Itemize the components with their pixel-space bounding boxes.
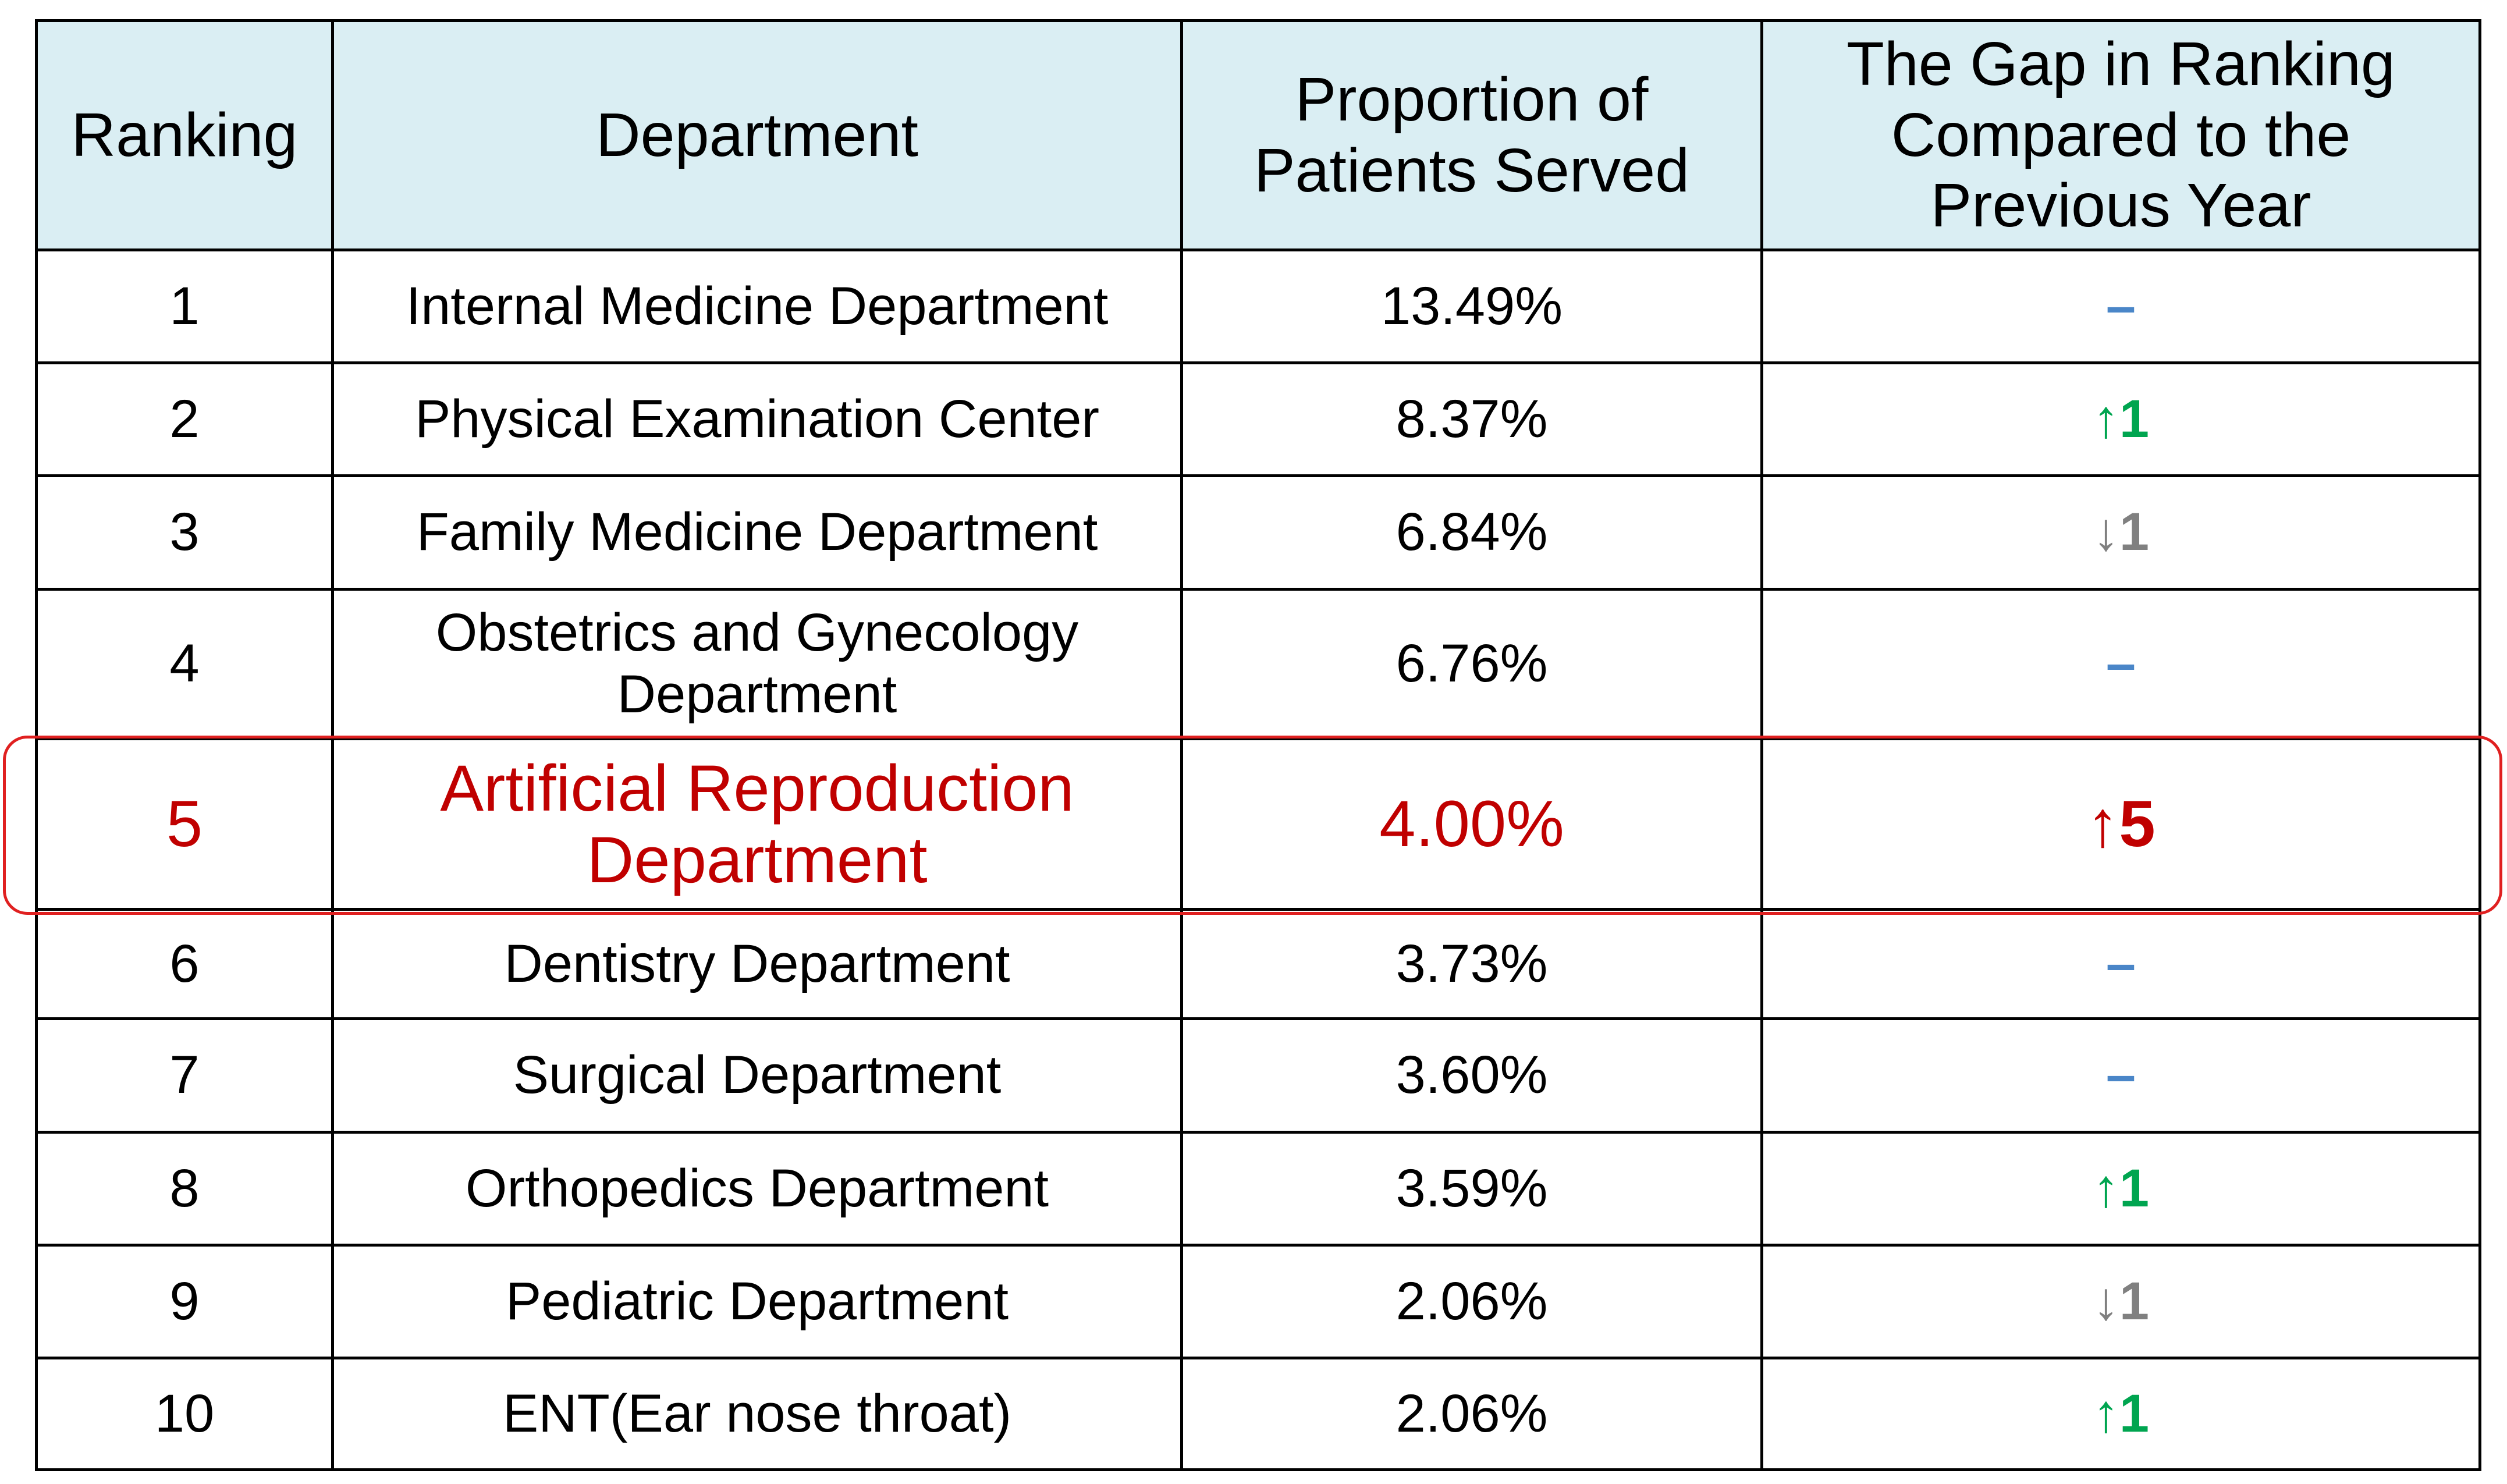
- table-row: 1 Internal Medicine Department 13.49% –: [35, 248, 2481, 364]
- department-cell: Orthopedics Department: [331, 1131, 1183, 1247]
- header-cell: Ranking: [35, 19, 334, 251]
- ranking-cell: 3: [35, 474, 334, 591]
- ranking-cell: 1: [35, 248, 334, 364]
- proportion-cell: 6.76%: [1180, 588, 1763, 740]
- table-row: 6 Dentistry Department 3.73% –: [35, 908, 2481, 1020]
- proportion-cell: 8.37%: [1180, 361, 1763, 477]
- gap-cell: –: [1760, 588, 2481, 740]
- proportion-cell: 13.49%: [1180, 248, 1763, 364]
- table-row: 7 Surgical Department 3.60% –: [35, 1017, 2481, 1134]
- table-row: 4 Obstetrics and Gynecology Department 6.7…: [35, 588, 2481, 740]
- gap-cell: –: [1760, 1017, 2481, 1134]
- department-cell: Physical Examination Center: [331, 361, 1183, 477]
- gap-cell: ↑1: [1760, 1131, 2481, 1247]
- proportion-cell: 3.60%: [1180, 1017, 1763, 1134]
- header-cell: Proportion of Patients Served: [1180, 19, 1763, 251]
- department-cell: Artificial Reproduction Department: [331, 737, 1183, 911]
- gap-cell: –: [1760, 908, 2481, 1020]
- table-row: 9 Pediatric Department 2.06% ↓1: [35, 1244, 2481, 1359]
- ranking-table: Ranking Department Proportion of Patient…: [35, 19, 2481, 1471]
- department-cell: Surgical Department: [331, 1017, 1183, 1134]
- gap-cell: –: [1760, 248, 2481, 364]
- gap-cell: ↑1: [1760, 1357, 2481, 1471]
- header-cell: Department: [331, 19, 1183, 251]
- department-cell: ENT(Ear nose throat): [331, 1357, 1183, 1471]
- table-row: 5 Artificial Reproduction Department 4.00%…: [35, 737, 2481, 911]
- department-cell: Obstetrics and Gynecology Department: [331, 588, 1183, 740]
- header-row: Ranking Department Proportion of Patient…: [35, 19, 2481, 251]
- ranking-cell: 10: [35, 1357, 334, 1471]
- ranking-cell: 8: [35, 1131, 334, 1247]
- table-row: 10 ENT(Ear nose throat) 2.06% ↑1: [35, 1357, 2481, 1471]
- proportion-cell: 6.84%: [1180, 474, 1763, 591]
- ranking-cell: 2: [35, 361, 334, 477]
- proportion-cell: 3.59%: [1180, 1131, 1763, 1247]
- gap-cell: ↑1: [1760, 361, 2481, 477]
- gap-cell: ↓1: [1760, 474, 2481, 591]
- ranking-cell: 7: [35, 1017, 334, 1134]
- gap-cell: ↓1: [1760, 1244, 2481, 1359]
- department-cell: Family Medicine Department: [331, 474, 1183, 591]
- header-cell: The Gap in Ranking Compared to the Previ…: [1760, 19, 2481, 251]
- proportion-cell: 2.06%: [1180, 1244, 1763, 1359]
- proportion-cell: 2.06%: [1180, 1357, 1763, 1471]
- table-row: 8 Orthopedics Department 3.59% ↑1: [35, 1131, 2481, 1247]
- department-cell: Internal Medicine Department: [331, 248, 1183, 364]
- proportion-cell: 3.73%: [1180, 908, 1763, 1020]
- proportion-cell: 4.00%: [1180, 737, 1763, 911]
- gap-cell: ↑5: [1760, 737, 2481, 911]
- ranking-cell: 9: [35, 1244, 334, 1359]
- table-row: 3 Family Medicine Department 6.84% ↓1: [35, 474, 2481, 591]
- table-row: 2 Physical Examination Center 8.37% ↑1: [35, 361, 2481, 477]
- ranking-cell: 5: [35, 737, 334, 911]
- ranking-cell: 4: [35, 588, 334, 740]
- department-cell: Pediatric Department: [331, 1244, 1183, 1359]
- department-cell: Dentistry Department: [331, 908, 1183, 1020]
- ranking-cell: 6: [35, 908, 334, 1020]
